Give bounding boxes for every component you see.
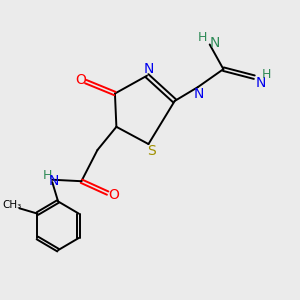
Text: CH₃: CH₃ bbox=[2, 200, 22, 210]
Text: N: N bbox=[256, 76, 266, 90]
Text: N: N bbox=[194, 86, 204, 100]
Text: O: O bbox=[75, 73, 86, 87]
Text: O: O bbox=[109, 188, 119, 202]
Text: H: H bbox=[43, 169, 52, 182]
Text: N: N bbox=[210, 36, 220, 50]
Text: H: H bbox=[198, 31, 207, 44]
Text: S: S bbox=[147, 144, 156, 158]
Text: N: N bbox=[143, 62, 154, 76]
Text: N: N bbox=[49, 174, 59, 188]
Text: H: H bbox=[261, 68, 271, 81]
